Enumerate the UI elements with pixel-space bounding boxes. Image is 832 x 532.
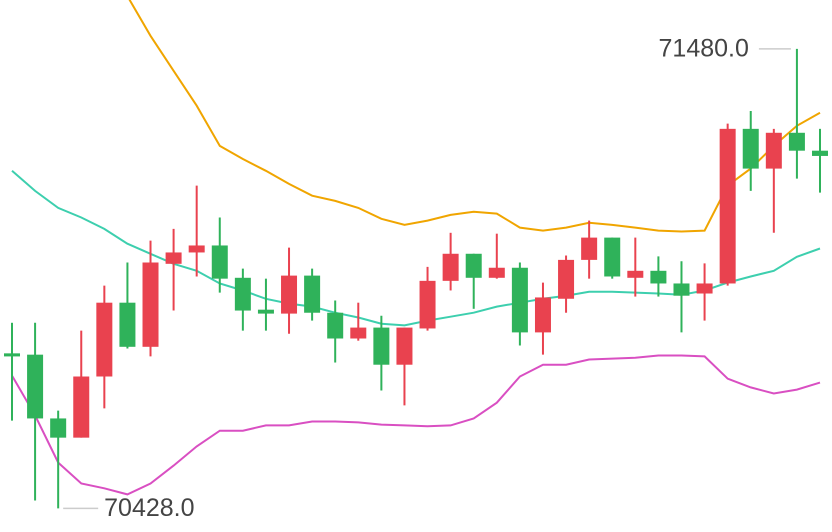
bands: [11, 0, 821, 496]
candles: [4, 48, 828, 509]
candle-body: [234, 277, 251, 311]
candle-body: [627, 270, 644, 278]
candle-body: [396, 327, 413, 365]
candle-body: [696, 283, 713, 294]
candle-body: [673, 283, 690, 296]
candle-body: [534, 297, 551, 333]
candle-body: [719, 128, 736, 284]
candle-body: [304, 275, 321, 313]
candle-body: [742, 128, 759, 169]
candle-body: [327, 312, 344, 339]
candle-body: [142, 262, 159, 347]
candle-body: [442, 253, 459, 281]
annotations: 71480.0 70428.0: [63, 35, 791, 522]
candle-body: [812, 150, 828, 156]
candle-body: [465, 253, 482, 278]
candle-body: [257, 309, 274, 314]
candle-body: [119, 302, 136, 347]
candle-body: [488, 267, 505, 278]
candle-body: [165, 252, 182, 264]
candle-body: [511, 267, 528, 333]
candle-body: [558, 259, 575, 299]
candle-body: [419, 280, 436, 329]
candle-body: [188, 245, 205, 253]
candle-body: [581, 237, 598, 260]
candle-body: [765, 132, 782, 169]
band-line: [128, 0, 821, 233]
candle-body: [211, 245, 228, 279]
band-line: [11, 170, 821, 327]
min-label: 70428.0: [104, 494, 194, 522]
max-label: 71480.0: [659, 35, 749, 63]
candle-body: [4, 353, 20, 357]
candle-body: [604, 237, 621, 277]
candle-body: [50, 418, 67, 438]
candle-body: [281, 275, 298, 314]
candle-body: [788, 132, 805, 151]
candle-body: [373, 327, 390, 365]
candle-body: [27, 354, 44, 419]
candle-body: [96, 302, 113, 377]
candle-body: [73, 376, 90, 438]
candle-body: [650, 270, 667, 284]
band-line: [11, 354, 821, 496]
candle-body: [350, 327, 367, 339]
